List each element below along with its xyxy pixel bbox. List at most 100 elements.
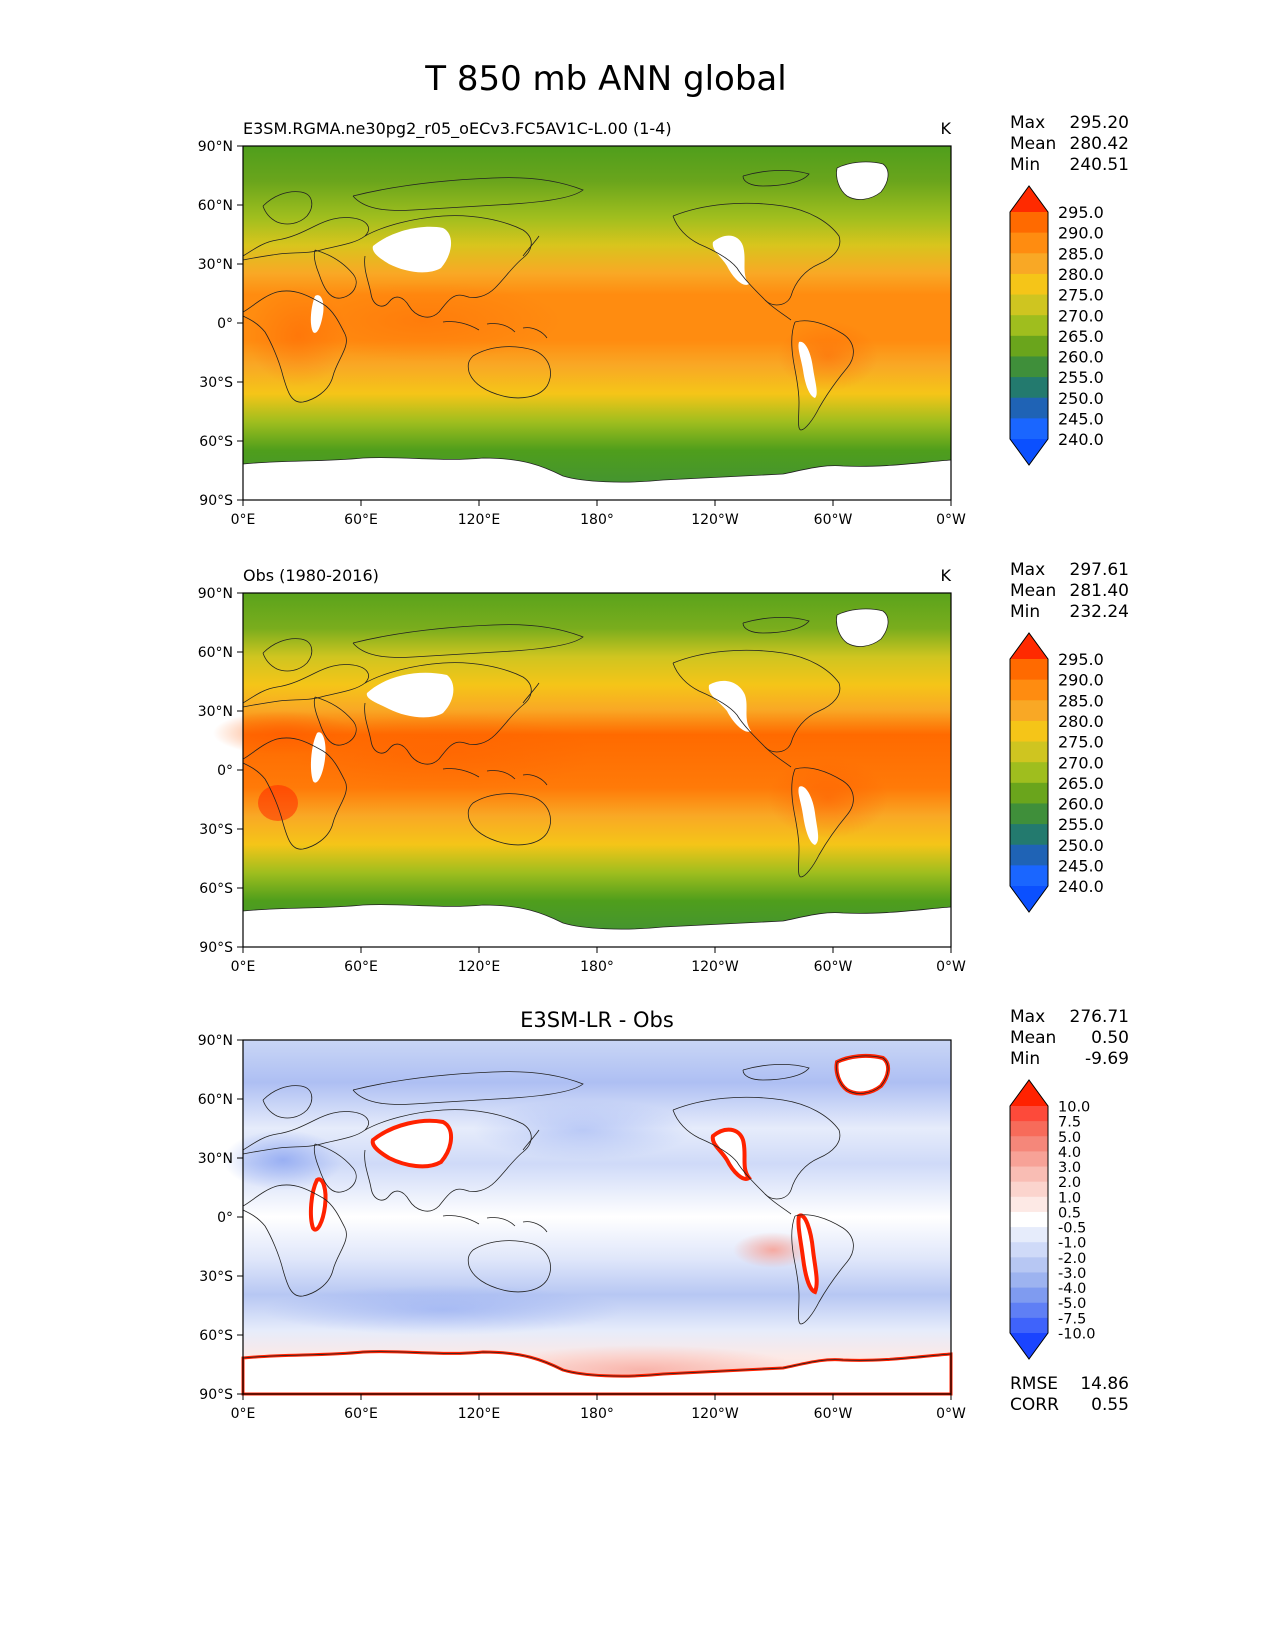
diff-colorbar-label: 2.0 xyxy=(1058,1175,1081,1191)
lat-tick-label: 90°S xyxy=(199,940,233,956)
diff-colorbar-swatch xyxy=(1010,1181,1048,1198)
diff-colorbar-label: -1.0 xyxy=(1058,1236,1086,1252)
diff-colorbar-label: -2.0 xyxy=(1058,1251,1086,1267)
model-colorbar-label: 270.0 xyxy=(1058,306,1104,325)
model-colorbar-label: 295.0 xyxy=(1058,203,1104,222)
panel-model xyxy=(242,145,952,501)
model-colorbar-label: 275.0 xyxy=(1058,286,1104,305)
diff-colorbar-label: -4.0 xyxy=(1058,1281,1086,1297)
model-colorbar-swatch xyxy=(1010,315,1048,337)
panel-model-left-title: E3SM.RGMA.ne30pg2_r05_oECv3.FC5AV1C-L.00… xyxy=(243,119,672,139)
obs-colorbar-extend-top xyxy=(1010,633,1048,659)
obs-colorbar-label: 295.0 xyxy=(1058,650,1104,669)
diff-colorbar-swatch xyxy=(1010,1257,1048,1273)
diff-colorbar-swatch xyxy=(1010,1317,1048,1334)
model-colorbar-swatch xyxy=(1010,253,1048,275)
lon-tick-label: 60°W xyxy=(814,512,853,528)
model-colorbar-swatch xyxy=(1010,418,1048,440)
lon-tick-label: 180° xyxy=(580,1406,614,1422)
stat-value: 14.86 xyxy=(1080,1374,1129,1394)
panel-model-antarctica-mask xyxy=(243,457,951,500)
stat-label: Mean xyxy=(1010,134,1056,154)
obs-colorbar-swatch xyxy=(1010,679,1048,701)
lon-tick-label: 60°E xyxy=(344,959,378,975)
stat-label: Max xyxy=(1010,1007,1045,1027)
model-colorbar-swatch xyxy=(1010,397,1048,419)
model-colorbar-extend-bottom xyxy=(1010,439,1048,465)
diff-colorbar-extend-top xyxy=(1010,1080,1048,1106)
model-colorbar-label: 255.0 xyxy=(1058,368,1104,387)
model-colorbar-swatch xyxy=(1010,294,1048,316)
panel-model-greenland-mask xyxy=(836,161,889,200)
axis-ticks: 90°N 60°N 30°N 0° 30°S 60°S 90°S 0°E 60°E 120°E 18… xyxy=(198,139,966,1422)
obs-colorbar-label: 265.0 xyxy=(1058,774,1104,793)
panel-model-warm-amazon xyxy=(778,321,878,391)
stat-label: RMSE xyxy=(1010,1374,1058,1394)
lon-tick-label: 0°W xyxy=(936,512,966,528)
stat-label: Mean xyxy=(1010,1028,1056,1048)
lon-tick-label: 60°E xyxy=(344,1406,378,1422)
panel-diff-warm-east-pacific xyxy=(733,1232,813,1268)
stat-label: Max xyxy=(1010,560,1045,580)
diff-colorbar-swatch xyxy=(1010,1166,1048,1183)
stat-label: Min xyxy=(1010,1049,1040,1069)
panel-diff-cool-southern-ocean xyxy=(263,1285,623,1335)
colorbars: 295.0290.0285.0280.0275.0270.0265.0260.0… xyxy=(1009,185,1104,1360)
panel-obs-tibet-mask xyxy=(366,672,454,718)
panel-obs xyxy=(213,592,952,948)
lat-tick-label: 30°S xyxy=(199,1269,233,1285)
obs-colorbar-extend-bottom xyxy=(1010,886,1048,912)
model-colorbar-swatch xyxy=(1010,212,1048,234)
panel-diff-center-title: E3SM-LR - Obs xyxy=(520,1008,674,1032)
model-colorbar-swatch xyxy=(1010,356,1048,378)
figure-title: T 850 mb ANN global xyxy=(424,59,786,99)
obs-colorbar-swatch xyxy=(1010,762,1048,784)
diff-colorbar-label: 4.0 xyxy=(1058,1145,1081,1161)
diff-colorbar-label: 0.5 xyxy=(1058,1205,1081,1221)
obs-colorbar-swatch xyxy=(1010,782,1048,804)
diff-colorbar-outline xyxy=(1009,1079,1049,1360)
panel-obs-rockies-mask xyxy=(708,680,751,732)
obs-colorbar-swatch xyxy=(1010,865,1048,887)
lat-tick-label: 60°N xyxy=(198,198,233,214)
panel-model-units: K xyxy=(941,119,952,138)
lat-tick-label: 60°N xyxy=(198,1092,233,1108)
panel-model-warm-indian xyxy=(283,281,563,361)
panel-diff-africa-rim xyxy=(308,1177,328,1232)
model-colorbar-label: 280.0 xyxy=(1058,265,1104,284)
panel-obs-warm-amazon xyxy=(768,758,888,838)
panel-diff-tibet-rim xyxy=(370,1118,453,1169)
lon-tick-label: 120°W xyxy=(691,959,739,975)
stats-blocks: Max 295.20 Mean 280.42 Min 240.51 Max 297.61 Mea… xyxy=(1010,113,1129,1415)
diff-colorbar-label: -5.0 xyxy=(1058,1296,1086,1312)
panel-model-africa-mask xyxy=(310,295,324,333)
panel-obs-africa-mask xyxy=(310,732,326,783)
model-colorbar-label: 240.0 xyxy=(1058,430,1104,449)
obs-colorbar-label: 240.0 xyxy=(1058,877,1104,896)
obs-colorbar-label: 245.0 xyxy=(1058,856,1104,875)
lon-tick-label: 60°E xyxy=(344,512,378,528)
lon-tick-label: 0°W xyxy=(936,959,966,975)
model-colorbar-swatch xyxy=(1010,335,1048,357)
diff-colorbar-swatch xyxy=(1010,1151,1048,1168)
lon-tick-label: 120°W xyxy=(691,1406,739,1422)
panel-obs-andes-mask xyxy=(798,786,819,845)
obs-colorbar-label: 255.0 xyxy=(1058,815,1104,834)
lat-tick-label: 0° xyxy=(217,1210,233,1226)
diff-colorbar-label: 3.0 xyxy=(1058,1160,1081,1176)
model-colorbar-label: 250.0 xyxy=(1058,389,1104,408)
stat-value: 0.55 xyxy=(1091,1395,1129,1415)
lat-tick-label: 30°N xyxy=(198,704,233,720)
lat-tick-label: 90°N xyxy=(198,1033,233,1049)
panel-diff xyxy=(223,1039,953,1396)
diff-colorbar-swatch xyxy=(1010,1106,1048,1122)
diff-colorbar-swatch xyxy=(1010,1136,1048,1152)
panel-obs-antarctica-mask xyxy=(243,904,951,947)
panel-diff-cool-north-africa xyxy=(223,1130,343,1190)
model-colorbar-swatch xyxy=(1010,273,1048,296)
diff-colorbar-swatch xyxy=(1010,1272,1048,1289)
diff-colorbar-label: -0.5 xyxy=(1058,1221,1086,1237)
obs-colorbar-label: 250.0 xyxy=(1058,836,1104,855)
obs-colorbar-label: 285.0 xyxy=(1058,691,1104,710)
